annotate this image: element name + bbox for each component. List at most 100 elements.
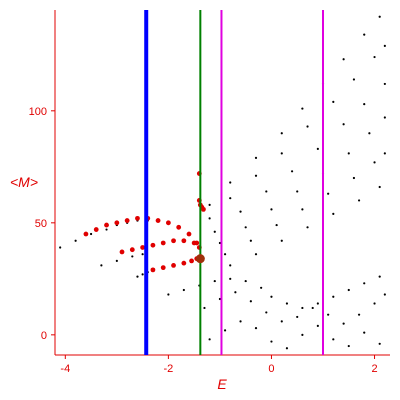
black-data-point	[182, 288, 185, 292]
red-data-point	[171, 238, 176, 244]
y-tick-label: 0	[41, 330, 47, 342]
black-data-point	[301, 208, 304, 211]
black-data-point	[229, 277, 232, 280]
red-data-point	[160, 265, 166, 271]
red-data-point	[181, 260, 187, 266]
black-data-point	[378, 275, 381, 278]
black-data-point	[59, 246, 62, 249]
red-data-point	[171, 262, 176, 268]
black-data-point	[265, 190, 268, 193]
red-data-point	[165, 220, 171, 226]
red-data-point	[83, 231, 89, 237]
black-data-point	[316, 147, 319, 150]
highlight-layer	[195, 254, 205, 264]
black-data-point	[311, 306, 314, 310]
x-tick-label: -4	[60, 363, 70, 375]
black-data-point	[208, 203, 211, 207]
black-data-point	[316, 302, 319, 305]
black-data-point	[347, 152, 350, 155]
black-data-point	[213, 279, 216, 283]
black-data-point	[327, 313, 330, 316]
red-data-point	[155, 218, 161, 223]
black-data-point	[383, 116, 386, 119]
black-data-point	[244, 279, 247, 283]
red-data-point	[135, 215, 140, 221]
red-data-point	[140, 245, 146, 250]
black-data-point	[296, 315, 299, 319]
x-tick-label: -2	[163, 363, 173, 375]
red-data-point	[119, 249, 125, 255]
red-data-point	[176, 224, 182, 230]
black-data-point	[357, 199, 361, 202]
black-data-point	[347, 344, 350, 348]
black-data-point	[378, 342, 381, 345]
red-data-point	[150, 242, 156, 248]
black-data-point	[280, 320, 283, 323]
x-axis-title: E	[217, 376, 227, 392]
black-data-point	[223, 253, 227, 256]
black-data-point	[373, 161, 376, 164]
y-tick-label: 50	[35, 218, 47, 230]
black-data-point	[332, 295, 335, 298]
black-data-point	[332, 100, 335, 103]
black-data-point	[280, 132, 283, 135]
black-data-point	[280, 239, 283, 242]
black-data-point	[285, 347, 289, 350]
black-data-point	[249, 239, 252, 242]
black-data-point	[383, 82, 386, 86]
black-data-point	[363, 331, 366, 334]
black-data-point	[327, 192, 330, 195]
red-data-point	[114, 220, 120, 226]
black-data-point	[105, 228, 108, 231]
red-data-point	[104, 222, 109, 228]
data-points	[59, 15, 386, 350]
black-data-point	[378, 185, 381, 189]
black-data-point	[373, 55, 376, 59]
black-data-point	[290, 170, 294, 173]
black-data-point	[357, 313, 361, 316]
y-tick-label: 100	[29, 106, 47, 118]
black-data-point	[373, 302, 376, 305]
black-data-point	[342, 58, 345, 61]
black-data-point	[249, 300, 252, 303]
highlighted-data-point	[195, 254, 205, 264]
red-data-point	[181, 238, 187, 244]
black-data-point	[270, 340, 273, 343]
black-data-point	[213, 230, 216, 233]
black-data-point	[280, 152, 283, 155]
black-data-point	[265, 311, 268, 314]
black-data-point	[332, 338, 335, 341]
black-data-point	[131, 255, 134, 258]
black-data-point	[383, 152, 386, 155]
y-ticks: 0 50 100	[29, 106, 55, 342]
black-data-point	[352, 78, 356, 81]
black-data-point	[244, 226, 247, 229]
black-data-point	[203, 306, 206, 310]
vertical-lines	[144, 10, 324, 355]
black-data-point	[270, 208, 273, 211]
y-axis-title: <M>	[10, 174, 38, 190]
black-data-point	[260, 286, 263, 289]
black-data-point	[141, 273, 144, 276]
x-tick-label: 2	[371, 363, 377, 375]
black-data-point	[275, 223, 278, 227]
black-data-point	[234, 291, 237, 294]
black-data-point	[239, 210, 242, 213]
black-data-point	[141, 253, 144, 256]
black-data-point	[342, 123, 345, 126]
black-data-point	[332, 212, 335, 215]
black-data-point	[208, 338, 211, 341]
black-data-point	[316, 324, 319, 327]
black-data-point	[89, 232, 93, 236]
red-data-point	[124, 218, 130, 223]
black-data-point	[115, 259, 118, 263]
red-data-point	[150, 267, 156, 273]
black-data-point	[347, 288, 350, 292]
black-data-point	[74, 239, 77, 242]
black-data-point	[254, 174, 258, 177]
axes	[54, 10, 390, 356]
red-data-point	[191, 240, 197, 246]
red-data-point	[189, 258, 194, 264]
black-data-point	[368, 132, 371, 135]
